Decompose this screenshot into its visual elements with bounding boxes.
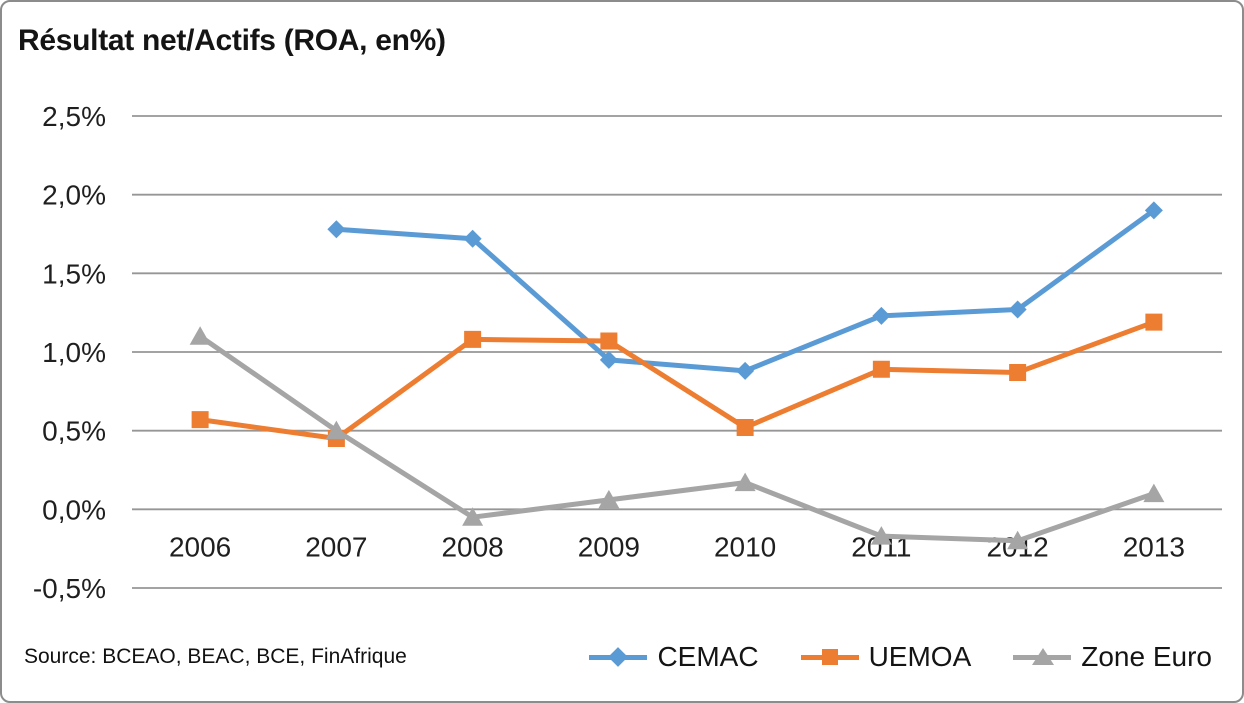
cemac-diamond-marker bbox=[1008, 300, 1027, 319]
legend-item-uemoa: UEMOA bbox=[800, 641, 972, 673]
zone-euro-triangle-marker bbox=[1143, 483, 1165, 503]
y-tick-label: 1,5% bbox=[42, 258, 106, 289]
x-tick-label: 2013 bbox=[1123, 531, 1185, 562]
zone-euro-triangle-marker bbox=[1007, 530, 1029, 550]
x-tick-label: 2007 bbox=[305, 531, 367, 562]
zone-euro-triangle-marker bbox=[598, 489, 620, 509]
source-note: Source: BCEAO, BEAC, BCE, FinAfrique bbox=[24, 645, 407, 668]
cemac-diamond-marker bbox=[1144, 201, 1163, 220]
zone-euro-triangle-marker bbox=[870, 526, 892, 545]
diamond-icon bbox=[608, 647, 629, 667]
y-tick-label: -0,5% bbox=[33, 573, 106, 604]
chart-footer: Source: BCEAO, BEAC, BCE, FinAfrique CEM… bbox=[24, 636, 1212, 678]
y-tick-label: 0,0% bbox=[42, 494, 106, 525]
x-tick-label: 2009 bbox=[578, 531, 640, 562]
y-tick-label: 0,5% bbox=[42, 416, 106, 447]
zone-euro-line-marker-icon bbox=[1013, 646, 1072, 668]
cemac-diamond-marker bbox=[463, 229, 482, 248]
cemac-diamond-marker bbox=[599, 350, 618, 369]
x-tick-label: 2006 bbox=[169, 531, 231, 562]
uemoa-square-marker bbox=[1145, 313, 1163, 331]
uemoa-line-marker-icon bbox=[800, 646, 859, 668]
x-tick-label: 2010 bbox=[714, 531, 776, 562]
uemoa-square-marker bbox=[736, 419, 754, 437]
cemac-diamond-marker bbox=[872, 306, 891, 325]
zone-euro-triangle-marker bbox=[189, 326, 211, 345]
legend-item-cemac: CEMAC bbox=[589, 641, 759, 673]
legend-label-uemoa: UEMOA bbox=[868, 641, 972, 672]
square-icon bbox=[821, 649, 838, 665]
triangle-icon bbox=[1032, 648, 1055, 665]
y-tick-label: 2,0% bbox=[42, 180, 106, 211]
series-zone-euro-line bbox=[198, 334, 1155, 544]
y-tick-label: 1,0% bbox=[42, 337, 106, 368]
x-tick-label: 2008 bbox=[441, 531, 503, 562]
uemoa-square-marker bbox=[464, 330, 482, 348]
cemac-diamond-marker bbox=[736, 361, 755, 380]
uemoa-square-marker bbox=[600, 332, 618, 350]
uemoa-square-marker bbox=[191, 411, 209, 429]
legend-label-cemac: CEMAC bbox=[657, 641, 759, 672]
zone-euro-triangle-marker bbox=[462, 507, 484, 526]
legend: CEMAC UEMOA Zone Euro bbox=[589, 641, 1212, 673]
uemoa-square-marker bbox=[872, 360, 890, 378]
zone-euro-triangle-marker bbox=[325, 420, 347, 440]
legend-label-zone-euro: Zone Euro bbox=[1081, 641, 1212, 672]
series-uemoa-line bbox=[199, 319, 1155, 442]
cemac-line-marker-icon bbox=[589, 646, 648, 668]
legend-item-zone-euro: Zone Euro bbox=[1013, 641, 1212, 673]
y-tick-label: 2,5% bbox=[42, 101, 106, 132]
cemac-diamond-marker bbox=[327, 220, 346, 239]
chart-title: Résultat net/Actifs (ROA, en%) bbox=[18, 24, 446, 57]
uemoa-square-marker bbox=[1009, 363, 1027, 381]
zone-euro-triangle-marker bbox=[734, 472, 756, 492]
